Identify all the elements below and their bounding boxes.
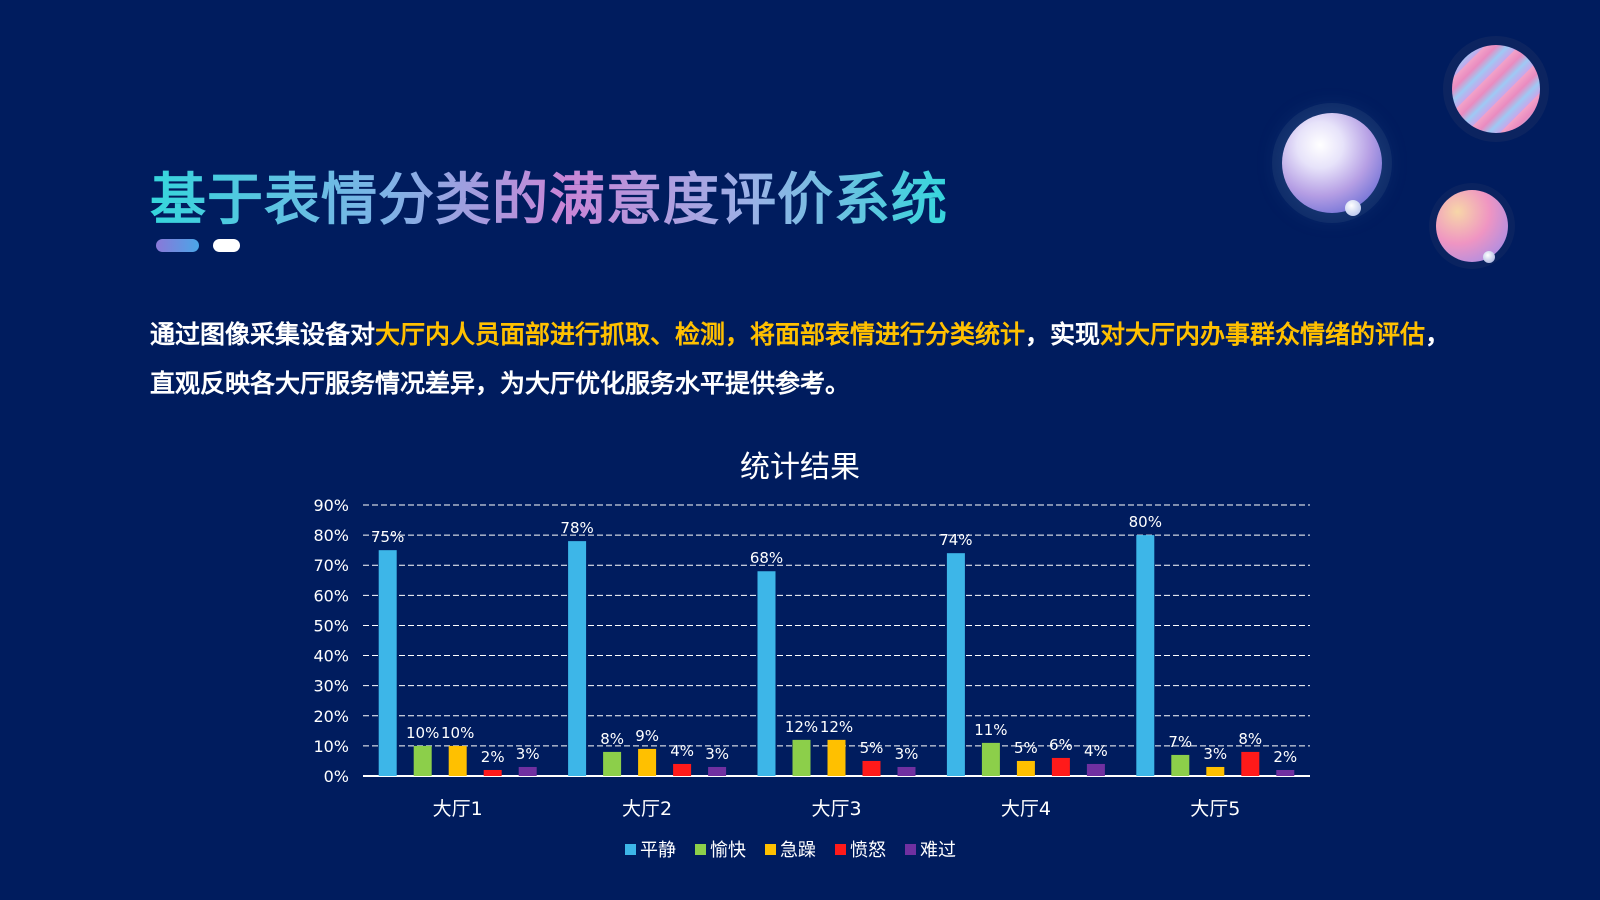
- x-tick-label: 大厅1: [433, 798, 483, 820]
- decorative-planet-striped: [1452, 45, 1540, 133]
- decorative-moon-small: [1483, 251, 1495, 263]
- legend-swatch: [695, 844, 706, 855]
- title-accent-bar: [156, 239, 199, 252]
- y-tick-label: 30%: [313, 677, 349, 696]
- bar-难过: [518, 766, 537, 776]
- x-tick-label: 大厅2: [622, 798, 672, 820]
- bar-平静: [378, 550, 397, 776]
- data-label: 68%: [750, 549, 783, 567]
- data-label: 5%: [860, 739, 884, 757]
- bar-平静: [568, 541, 587, 776]
- data-label: 3%: [895, 745, 919, 763]
- bar-急躁: [1016, 760, 1035, 776]
- data-label: 8%: [1238, 730, 1262, 748]
- y-tick-label: 10%: [313, 737, 349, 756]
- bar-愉快: [1171, 754, 1190, 776]
- bar-急躁: [827, 739, 846, 776]
- x-tick-label: 大厅4: [1001, 798, 1051, 820]
- y-tick-label: 70%: [313, 556, 349, 575]
- chart-title: 统计结果: [740, 450, 860, 485]
- data-label: 2%: [481, 748, 505, 766]
- intro-line-2: 直观反映各大厅服务情况差异，为大厅优化服务水平提供参考。: [150, 369, 851, 398]
- legend-swatch: [765, 844, 776, 855]
- legend-swatch: [905, 844, 916, 855]
- intro-paragraph: 通过图像采集设备对大厅内人员面部进行抓取、检测，将面部表情进行分类统计，实现对大…: [150, 310, 1570, 408]
- bar-愤怒: [483, 769, 502, 776]
- bar-急躁: [638, 748, 657, 776]
- intro-highlight: 对大厅内办事群众情绪的评估: [1100, 320, 1426, 349]
- legend-swatch: [835, 844, 846, 855]
- bar-愉快: [603, 751, 622, 776]
- data-label: 11%: [974, 721, 1007, 739]
- intro-text: 通过图像采集设备对: [150, 320, 376, 349]
- intro-line-1: 通过图像采集设备对大厅内人员面部进行抓取、检测，将面部表情进行分类统计，实现对大…: [150, 310, 1570, 359]
- y-tick-label: 60%: [313, 586, 349, 605]
- intro-text: ，实现: [1025, 320, 1101, 349]
- legend-label: 平静: [640, 840, 676, 861]
- bar-急躁: [1206, 766, 1225, 776]
- y-tick-label: 20%: [313, 707, 349, 726]
- title-accent-dot: [213, 239, 240, 252]
- intro-highlight: 大厅内人员面部进行抓取、检测，将面部表情进行分类统计: [375, 320, 1026, 349]
- legend-swatch: [625, 844, 636, 855]
- data-label: 8%: [600, 730, 624, 748]
- data-label: 10%: [406, 724, 439, 742]
- y-tick-label: 80%: [313, 526, 349, 545]
- data-label: 10%: [441, 724, 474, 742]
- bar-难过: [708, 766, 727, 776]
- y-tick-label: 90%: [313, 496, 349, 515]
- bar-愉快: [413, 745, 432, 776]
- data-label: 3%: [516, 745, 540, 763]
- data-label: 3%: [705, 745, 729, 763]
- data-label: 78%: [560, 519, 593, 537]
- bar-急躁: [448, 745, 467, 776]
- data-label: 7%: [1168, 733, 1192, 751]
- bar-难过: [897, 766, 916, 776]
- data-label: 75%: [371, 528, 404, 546]
- data-label: 74%: [939, 531, 972, 549]
- legend-label: 急躁: [780, 840, 816, 861]
- slide-title: 基于表情分类的满意度评价系统: [150, 155, 948, 236]
- data-label: 12%: [820, 718, 853, 736]
- bar-平静: [757, 571, 776, 776]
- bar-愤怒: [1241, 751, 1260, 776]
- legend-label: 愉快: [710, 840, 746, 861]
- data-label: 80%: [1129, 513, 1162, 531]
- legend-label: 愤怒: [850, 840, 886, 861]
- y-tick-label: 50%: [313, 616, 349, 635]
- data-label: 3%: [1203, 745, 1227, 763]
- data-label: 4%: [670, 742, 694, 760]
- bar-愉快: [792, 739, 811, 776]
- bar-愤怒: [673, 763, 692, 776]
- bar-难过: [1086, 763, 1105, 776]
- bar-愉快: [981, 742, 1000, 776]
- bar-难过: [1276, 769, 1295, 776]
- y-tick-label: 0%: [324, 767, 349, 786]
- decorative-moon: [1345, 200, 1361, 216]
- data-label: 2%: [1273, 748, 1297, 766]
- decorative-planet-small: [1436, 190, 1508, 262]
- bar-平静: [1136, 535, 1155, 776]
- legend-label: 难过: [920, 840, 956, 861]
- x-tick-label: 大厅5: [1190, 798, 1240, 820]
- data-label: 9%: [635, 727, 659, 745]
- bar-平静: [946, 553, 965, 776]
- x-tick-label: 大厅3: [811, 798, 861, 820]
- data-label: 12%: [785, 718, 818, 736]
- bar-愤怒: [862, 760, 881, 776]
- decorative-planet-large: [1282, 113, 1382, 213]
- data-label: 5%: [1014, 739, 1038, 757]
- data-label: 4%: [1084, 742, 1108, 760]
- y-tick-label: 40%: [313, 647, 349, 666]
- bar-愤怒: [1051, 757, 1070, 776]
- intro-text: ，: [1425, 320, 1451, 349]
- data-label: 6%: [1049, 736, 1073, 754]
